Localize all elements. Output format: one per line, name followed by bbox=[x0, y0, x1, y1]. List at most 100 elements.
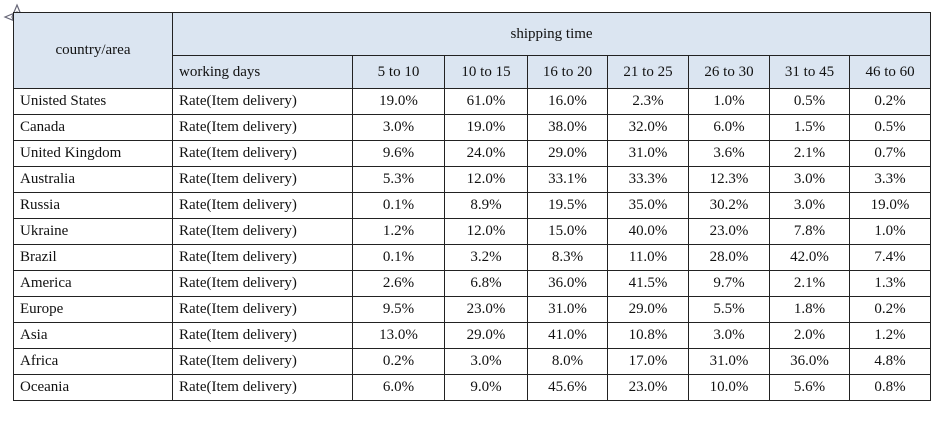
rate: 61.0% bbox=[444, 88, 528, 115]
measure: Rate(Item delivery) bbox=[172, 166, 353, 193]
range-header: 16 to 20 bbox=[527, 55, 608, 89]
rate: 11.0% bbox=[607, 244, 689, 271]
rate: 3.0% bbox=[688, 322, 770, 349]
rate: 6.0% bbox=[352, 374, 445, 401]
country: United Kingdom bbox=[13, 140, 173, 167]
rate: 3.0% bbox=[769, 192, 850, 219]
rate: 0.5% bbox=[769, 88, 850, 115]
measure: Rate(Item delivery) bbox=[172, 374, 353, 401]
rate: 31.0% bbox=[688, 348, 770, 375]
rate: 9.7% bbox=[688, 270, 770, 297]
country: Africa bbox=[13, 348, 173, 375]
row: Africa Rate(Item delivery) 0.2% 3.0% 8.0% 17.… bbox=[13, 348, 932, 375]
rate: 3.3% bbox=[848, 166, 932, 193]
measure: Rate(Item delivery) bbox=[172, 114, 353, 141]
rate: 33.3% bbox=[607, 166, 689, 193]
row: Europe Rate(Item delivery) 9.5% 23.0% 31.0% 2… bbox=[13, 296, 932, 323]
rate: 35.0% bbox=[607, 192, 689, 219]
rate: 6.0% bbox=[688, 114, 770, 141]
rate: 9.0% bbox=[444, 374, 528, 401]
rate: 17.0% bbox=[607, 348, 689, 375]
rate: 7.8% bbox=[769, 218, 850, 245]
rate: 36.0% bbox=[769, 348, 850, 375]
rate: 2.6% bbox=[352, 270, 445, 297]
rate: 1.2% bbox=[848, 322, 932, 349]
rate: 41.5% bbox=[607, 270, 689, 297]
rate: 29.0% bbox=[444, 322, 528, 349]
rate: 2.1% bbox=[769, 140, 850, 167]
rate: 16.0% bbox=[527, 88, 608, 115]
rate: 29.0% bbox=[527, 140, 608, 167]
rate: 0.2% bbox=[848, 88, 932, 115]
rate: 0.1% bbox=[352, 244, 445, 271]
rate: 2.3% bbox=[607, 88, 689, 115]
rate: 5.5% bbox=[688, 296, 770, 323]
rate: 15.0% bbox=[527, 218, 608, 245]
rate: 12.0% bbox=[444, 218, 528, 245]
country: Australia bbox=[13, 166, 173, 193]
country: America bbox=[13, 270, 173, 297]
rate: 23.0% bbox=[607, 374, 689, 401]
rate: 0.5% bbox=[848, 114, 932, 141]
rate: 2.0% bbox=[769, 322, 850, 349]
row: Ukraine Rate(Item delivery) 1.2% 12.0% 15.0%… bbox=[13, 218, 932, 245]
rate: 3.2% bbox=[444, 244, 528, 271]
rate: 0.8% bbox=[848, 374, 932, 401]
rate: 1.0% bbox=[688, 88, 770, 115]
rate: 0.1% bbox=[352, 192, 445, 219]
rate: 9.6% bbox=[352, 140, 445, 167]
row: Russia Rate(Item delivery) 0.1% 8.9% 19.5% 35… bbox=[13, 192, 932, 219]
rate: 8.0% bbox=[527, 348, 608, 375]
rate: 1.3% bbox=[848, 270, 932, 297]
rate: 0.7% bbox=[848, 140, 932, 167]
row: Asia Rate(Item delivery) 13.0% 29.0% 41.0% 10… bbox=[13, 322, 932, 349]
rate: 3.0% bbox=[352, 114, 445, 141]
country: Europe bbox=[13, 296, 173, 323]
rate: 19.0% bbox=[848, 192, 932, 219]
rate: 9.5% bbox=[352, 296, 445, 323]
rate: 1.0% bbox=[848, 218, 932, 245]
range-header: 31 to 45 bbox=[769, 55, 850, 89]
range-header: 46 to 60 bbox=[848, 55, 932, 89]
country: Oceania bbox=[13, 374, 173, 401]
rate: 5.3% bbox=[352, 166, 445, 193]
country: Russia bbox=[13, 192, 173, 219]
country: Brazil bbox=[13, 244, 173, 271]
range-header: 10 to 15 bbox=[444, 55, 528, 89]
measure: Rate(Item delivery) bbox=[172, 218, 353, 245]
rate: 1.8% bbox=[769, 296, 850, 323]
rate: 19.0% bbox=[352, 88, 445, 115]
range-header: 5 to 10 bbox=[352, 55, 445, 89]
rate: 36.0% bbox=[527, 270, 608, 297]
rate: 23.0% bbox=[688, 218, 770, 245]
measure: Rate(Item delivery) bbox=[172, 270, 353, 297]
measure: Rate(Item delivery) bbox=[172, 140, 353, 167]
rate: 13.0% bbox=[352, 322, 445, 349]
rate: 45.6% bbox=[527, 374, 608, 401]
row: Canada Rate(Item delivery) 3.0% 19.0% 38.0% 3… bbox=[13, 114, 932, 141]
shipping-time-header: shipping time bbox=[171, 12, 932, 56]
rate: 12.0% bbox=[444, 166, 528, 193]
rate: 8.9% bbox=[444, 192, 528, 219]
rate: 24.0% bbox=[444, 140, 528, 167]
row: America Rate(Item delivery) 2.6% 6.8% 36.0% 4… bbox=[13, 270, 932, 297]
rate: 42.0% bbox=[769, 244, 850, 271]
country: Asia bbox=[13, 322, 173, 349]
row: Oceania Rate(Item delivery) 6.0% 9.0% 45.6% 2… bbox=[13, 374, 932, 401]
rate: 19.0% bbox=[444, 114, 528, 141]
measure: Rate(Item delivery) bbox=[172, 296, 353, 323]
rate: 4.8% bbox=[848, 348, 932, 375]
rate: 0.2% bbox=[848, 296, 932, 323]
rate: 38.0% bbox=[527, 114, 608, 141]
measure: Rate(Item delivery) bbox=[172, 348, 353, 375]
rate: 31.0% bbox=[607, 140, 689, 167]
range-header: 26 to 30 bbox=[688, 55, 770, 89]
rate: 19.5% bbox=[527, 192, 608, 219]
rate: 3.0% bbox=[769, 166, 850, 193]
rate: 33.1% bbox=[527, 166, 608, 193]
row: United Kingdom Rate(Item delivery) 9.6% 24.… bbox=[13, 140, 932, 167]
rate: 0.2% bbox=[352, 348, 445, 375]
rate: 8.3% bbox=[527, 244, 608, 271]
rate: 41.0% bbox=[527, 322, 608, 349]
